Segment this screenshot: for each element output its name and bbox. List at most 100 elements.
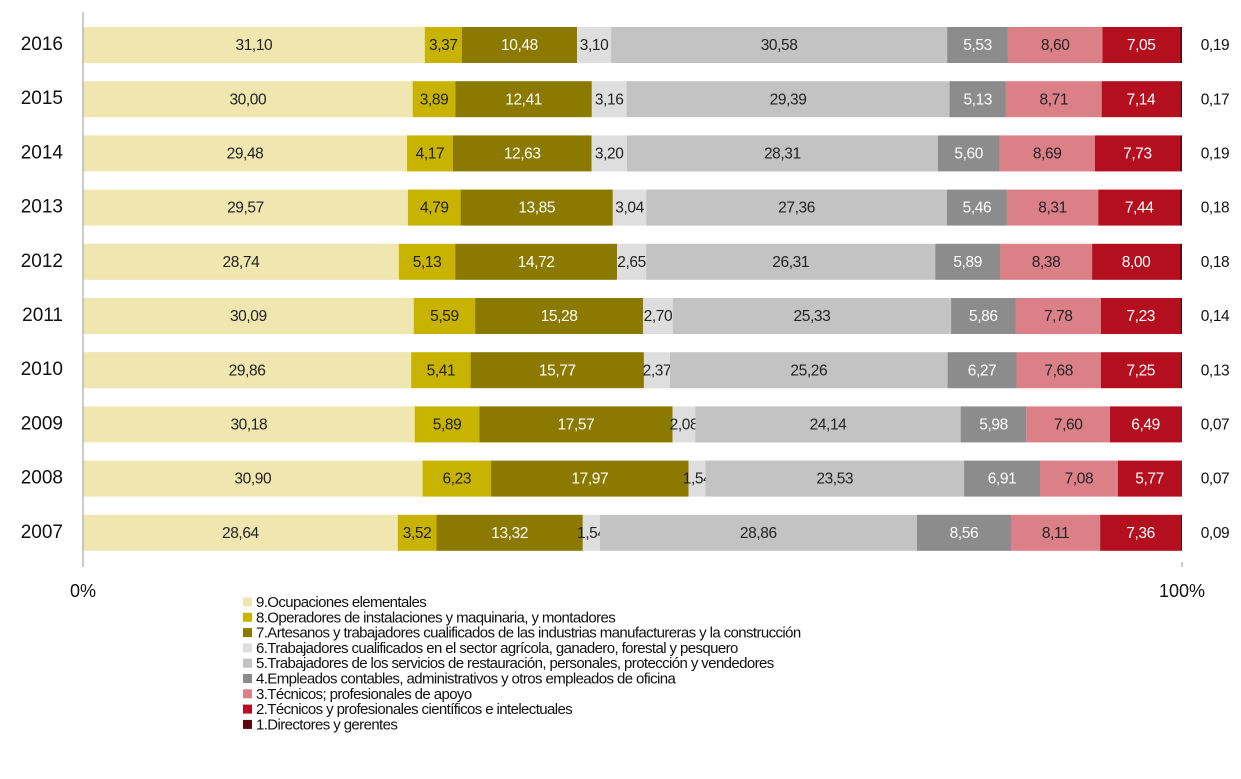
bar-segment (83, 81, 413, 118)
bar-segment (960, 406, 1027, 443)
data-label: 4,79 (420, 200, 449, 217)
data-label: 3,37 (429, 37, 458, 54)
bar-segment (646, 243, 936, 280)
data-label: 23,53 (816, 471, 853, 488)
bar-segment (414, 406, 480, 443)
bar-segment (83, 514, 398, 551)
bar-segment (937, 135, 1000, 172)
data-label: 3,16 (595, 91, 624, 108)
bar-segment (643, 352, 670, 389)
data-label: 8,60 (1041, 37, 1070, 54)
bar-segment (1100, 514, 1182, 551)
data-label: 5,60 (954, 145, 983, 162)
data-label: 30,18 (230, 416, 267, 433)
legend-label: 2.Técnicos y profesionales científicos e… (256, 701, 572, 718)
data-label: 5,59 (430, 308, 459, 325)
data-label: 2,70 (644, 308, 673, 325)
bar-segment (475, 298, 644, 334)
bar-segment (611, 27, 948, 63)
bar-segment (491, 460, 689, 497)
bar-segment (1117, 460, 1182, 497)
bar-segment (452, 135, 592, 172)
data-label: 5,41 (427, 362, 456, 379)
bar-segment (688, 460, 706, 497)
legend-label: 8.Operadores de instalaciones y maquinar… (256, 609, 615, 626)
data-label: 3,20 (595, 145, 624, 162)
data-label: 7,78 (1044, 308, 1073, 325)
data-label: 8,71 (1040, 91, 1069, 108)
data-label: 5,86 (969, 308, 998, 325)
legend-label: 6.Trabajadores cualificados en el sector… (256, 640, 738, 657)
bar-segment (406, 135, 453, 172)
data-label: 3,04 (615, 200, 644, 217)
data-label: 28,86 (740, 525, 777, 542)
bar-segment (83, 135, 407, 172)
data-label: 12,41 (505, 91, 542, 108)
y-tick-label: 2011 (22, 305, 63, 326)
bar-segment (1109, 406, 1182, 443)
data-label: 0,07 (1201, 471, 1230, 488)
data-label: 13,85 (518, 200, 555, 217)
bar-segment (436, 514, 583, 551)
bar-segment (398, 243, 456, 280)
data-label: 30,09 (230, 308, 267, 325)
data-label: 7,14 (1127, 91, 1156, 108)
bar-segment (672, 298, 952, 334)
bar-segment (479, 406, 673, 443)
bar-segment (999, 135, 1095, 172)
bar-segment (1000, 243, 1093, 280)
bar-segment (422, 460, 492, 497)
data-label: 29,86 (229, 362, 266, 379)
data-label: 5,89 (433, 416, 462, 433)
data-label: 0,13 (1201, 362, 1230, 379)
data-label: 3,10 (580, 37, 609, 54)
data-label: 2,08 (670, 416, 699, 433)
legend-swatch (243, 597, 252, 607)
bar-segment (582, 514, 600, 551)
data-label: 0,18 (1201, 200, 1230, 217)
legend-label: 5.Trabajadores de los servicios de resta… (256, 655, 774, 672)
data-label: 2,37 (643, 362, 672, 379)
y-tick-label: 2015 (21, 88, 63, 109)
bar-segment (669, 352, 948, 389)
data-label: 6,91 (988, 471, 1017, 488)
data-label: 1,54 (577, 525, 606, 542)
data-label: 25,26 (790, 362, 827, 379)
data-label: 7,05 (1127, 37, 1156, 54)
data-label: 8,38 (1032, 254, 1061, 271)
legend-label: 3.Técnicos; profesionales de apoyo (256, 686, 472, 703)
bar-segment (455, 81, 592, 118)
legend-swatch (243, 658, 252, 668)
data-label: 6,27 (968, 362, 997, 379)
bar-segment (461, 27, 578, 63)
bar-segment (1040, 460, 1118, 497)
data-label: 0,18 (1201, 254, 1230, 271)
x-tick-label: 100% (1159, 581, 1205, 601)
data-label: 25,33 (794, 308, 831, 325)
data-label: 5,77 (1135, 471, 1164, 488)
x-tick-label: 0% (70, 581, 96, 601)
data-label: 7,60 (1054, 416, 1083, 433)
data-label: 30,00 (229, 91, 267, 108)
bar-segment (1180, 298, 1182, 334)
bar-segment (1094, 135, 1180, 172)
data-label: 8,69 (1033, 145, 1062, 162)
data-label: 4,17 (416, 145, 445, 162)
data-label: 3,89 (420, 91, 449, 108)
data-label: 7,08 (1065, 471, 1094, 488)
data-label: 7,23 (1126, 308, 1155, 325)
y-tick-label: 2014 (21, 142, 64, 163)
data-label: 24,14 (810, 416, 848, 433)
bar-segment (1180, 189, 1182, 226)
data-label: 5,53 (963, 37, 992, 54)
data-label: 17,57 (558, 416, 595, 433)
y-tick-label: 2009 (21, 413, 63, 434)
data-label: 0,09 (1201, 525, 1230, 542)
bar-segment (460, 189, 613, 226)
bar-segment (1179, 135, 1182, 172)
bar-segment (1026, 406, 1110, 443)
data-label: 8,00 (1122, 254, 1151, 271)
data-label: 6,23 (443, 471, 472, 488)
bar-segment (947, 27, 1008, 63)
